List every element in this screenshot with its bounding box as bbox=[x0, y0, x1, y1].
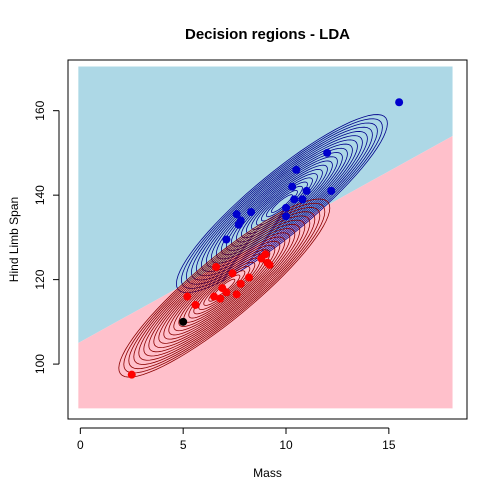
data-point-lower bbox=[216, 294, 225, 303]
y-tick-label: 120 bbox=[33, 269, 47, 289]
contour-upper bbox=[245, 173, 318, 235]
data-point-lower bbox=[183, 292, 192, 301]
data-point-lower bbox=[244, 273, 253, 282]
data-point-lower bbox=[265, 260, 274, 269]
x-tick-label: 5 bbox=[180, 438, 187, 452]
x-axis-label: Mass bbox=[253, 466, 282, 480]
contour-lower bbox=[148, 223, 301, 353]
data-point-upper bbox=[327, 186, 336, 195]
contour-lower bbox=[133, 211, 316, 365]
data-point-upper bbox=[247, 208, 256, 217]
contour-lower bbox=[138, 215, 311, 361]
data-point-lower bbox=[222, 288, 231, 297]
y-axis-label: Hind Limb Span bbox=[7, 197, 21, 282]
contour-upper bbox=[200, 135, 363, 272]
data-point-upper bbox=[302, 186, 311, 195]
y-tick-label: 160 bbox=[33, 100, 47, 120]
data-point-upper bbox=[234, 220, 243, 229]
data-point-upper bbox=[282, 203, 291, 212]
data-point-lower bbox=[127, 370, 136, 379]
data-point-upper bbox=[290, 195, 299, 204]
data-point-upper bbox=[323, 148, 332, 157]
data-point-lower bbox=[232, 290, 241, 299]
data-point-upper bbox=[282, 212, 291, 221]
contour-upper bbox=[215, 147, 348, 260]
data-point-upper bbox=[232, 210, 241, 219]
contour-lower bbox=[153, 228, 296, 348]
y-axis: 100 120 140 160 bbox=[33, 100, 60, 374]
x-tick-label: 0 bbox=[77, 438, 84, 452]
contour-upper bbox=[175, 114, 388, 294]
data-point-upper bbox=[222, 235, 231, 244]
region-lower bbox=[78, 136, 453, 409]
contour-upper bbox=[195, 131, 368, 277]
data-point-upper bbox=[298, 195, 307, 204]
y-tick-label: 140 bbox=[33, 185, 47, 205]
y-tick-label: 100 bbox=[33, 354, 47, 374]
data-point-highlight bbox=[179, 317, 188, 326]
contour-lower bbox=[183, 253, 266, 323]
contour-lower bbox=[173, 245, 276, 332]
data-point-lower bbox=[257, 254, 266, 263]
data-point-lower bbox=[212, 262, 221, 271]
contour-lower bbox=[203, 270, 246, 306]
contour-upper bbox=[260, 185, 303, 222]
contour-lower bbox=[118, 198, 331, 378]
contour-lower bbox=[158, 232, 291, 344]
data-point-upper bbox=[288, 182, 297, 191]
contour-upper bbox=[190, 126, 373, 281]
data-point-lower bbox=[236, 279, 245, 288]
data-point-lower bbox=[210, 292, 219, 301]
x-axis: 0 5 10 15 bbox=[77, 427, 396, 452]
data-point-upper bbox=[292, 165, 301, 174]
contour-lower bbox=[208, 274, 241, 302]
x-tick-label: 10 bbox=[279, 438, 293, 452]
contour-lower bbox=[128, 207, 321, 370]
contour-lower bbox=[178, 249, 271, 327]
data-point-upper bbox=[395, 98, 404, 107]
contour-upper bbox=[235, 164, 328, 243]
contours-layer bbox=[118, 114, 388, 378]
contour-lower bbox=[163, 236, 286, 340]
contour-lower bbox=[188, 257, 261, 319]
x-tick-label: 15 bbox=[382, 438, 396, 452]
plot-frame bbox=[67, 59, 468, 420]
data-point-lower bbox=[228, 269, 237, 278]
contour-upper bbox=[225, 156, 338, 251]
contour-lower bbox=[143, 219, 306, 357]
data-point-lower bbox=[191, 300, 200, 309]
chart-title: Decision regions - LDA bbox=[185, 26, 350, 43]
points-layer bbox=[127, 98, 404, 379]
